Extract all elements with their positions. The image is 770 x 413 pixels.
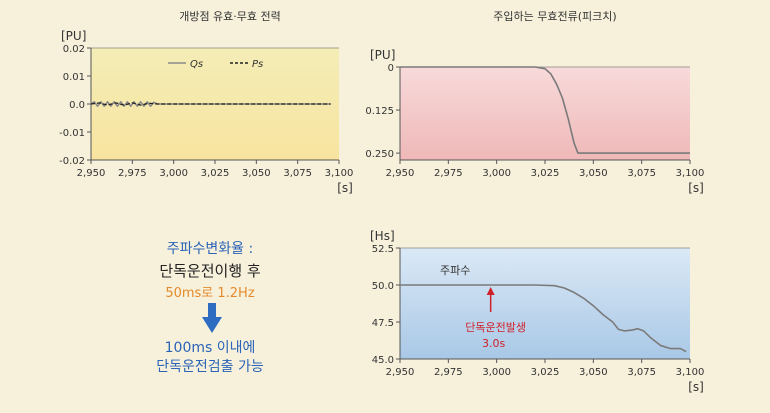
detection-capability-label: 단독운전검출 가능: [156, 359, 264, 375]
detection-time-label: 100ms 이내에: [164, 340, 256, 356]
y-unit-label: [Hs]: [370, 229, 395, 243]
series-line-1: [400, 284, 687, 353]
annotation-value: 3.0s: [482, 337, 505, 350]
rocof-label: 주파수변화율 :: [166, 241, 254, 257]
y-tick-label: 0.125: [365, 106, 394, 117]
legend-label: Ps: [252, 59, 263, 70]
y-tick-label: 0.250: [365, 149, 394, 160]
legend-label: Qs: [190, 59, 203, 70]
y-tick-label: -0.02: [59, 156, 85, 167]
plot-area: [400, 67, 690, 160]
x-tick-label: 3,100: [676, 168, 705, 179]
y-tick-label: 50.0: [372, 281, 394, 292]
x-unit-label: [s]: [337, 181, 353, 195]
y-tick-label: 45.0: [372, 355, 394, 366]
rate-value-label: 50ms로 1.2Hz: [165, 286, 255, 301]
after-islanding-label: 단독운전이행 후: [159, 262, 261, 280]
x-tick-label: 2,975: [118, 168, 147, 179]
x-tick-label: 3,075: [627, 367, 656, 378]
series-name-label: 주파수: [440, 264, 470, 277]
x-unit-label: [s]: [688, 181, 704, 195]
x-tick-label: 3,100: [676, 367, 705, 378]
y-tick-label: 0.0: [69, 100, 85, 111]
x-tick-label: 3,075: [627, 168, 656, 179]
x-tick-label: 3,025: [531, 367, 560, 378]
x-tick-label: 2,950: [386, 168, 415, 179]
x-tick-label: 3,050: [579, 168, 608, 179]
y-tick-label: 47.5: [372, 318, 394, 329]
y-unit-label: [PU]: [370, 48, 395, 62]
y-tick-label: 0.01: [63, 72, 85, 83]
x-tick-label: 2,975: [434, 168, 463, 179]
chart-frequency: [Hs] 2,950 2,975 3,000 3,025 3,050 3,075 3,100 […: [370, 229, 704, 394]
x-tick-label: 3,000: [482, 367, 511, 378]
y-tick-label: -0.01: [59, 128, 85, 139]
annotation-label: 단독운전발생: [465, 321, 526, 334]
x-tick-label: 3,050: [242, 168, 271, 179]
chart-active-reactive-power: 개방점 유효·무효 전력 [PU] 2,950 2,975 3,000 3,025 3,05…: [59, 10, 353, 195]
y-tick-label: 52.5: [372, 244, 394, 255]
x-tick-label: 3,050: [579, 367, 608, 378]
chart-reactive-current: 주입하는 무효전류(피크치) [PU] 2,950 2,975 3,000 3,025 3,…: [365, 9, 704, 195]
y-unit-label: [PU]: [61, 29, 86, 43]
x-tick-label: 3,000: [159, 168, 188, 179]
y-tick-label: 0.02: [63, 44, 85, 55]
x-tick-label: 2,950: [77, 168, 106, 179]
series-line-1: [400, 66, 690, 154]
y-tick-label: 0: [388, 63, 394, 74]
x-tick-label: 3,025: [531, 168, 560, 179]
down-arrow-icon: [202, 303, 222, 333]
annotation-arrowhead: [486, 287, 495, 295]
x-tick-label: 3,075: [283, 168, 312, 179]
x-tick-label: 2,975: [434, 367, 463, 378]
x-tick-label: 3,000: [482, 168, 511, 179]
x-unit-label: [s]: [688, 380, 704, 394]
chart-title: 개방점 유효·무효 전력: [179, 10, 281, 23]
x-tick-label: 2,950: [386, 367, 415, 378]
x-tick-label: 3,025: [201, 168, 230, 179]
x-tick-label: 3,100: [325, 168, 354, 179]
plot-area: [400, 248, 690, 359]
series-line-2: [90, 102, 331, 106]
chart-title: 주입하는 무효전류(피크치): [493, 9, 616, 23]
